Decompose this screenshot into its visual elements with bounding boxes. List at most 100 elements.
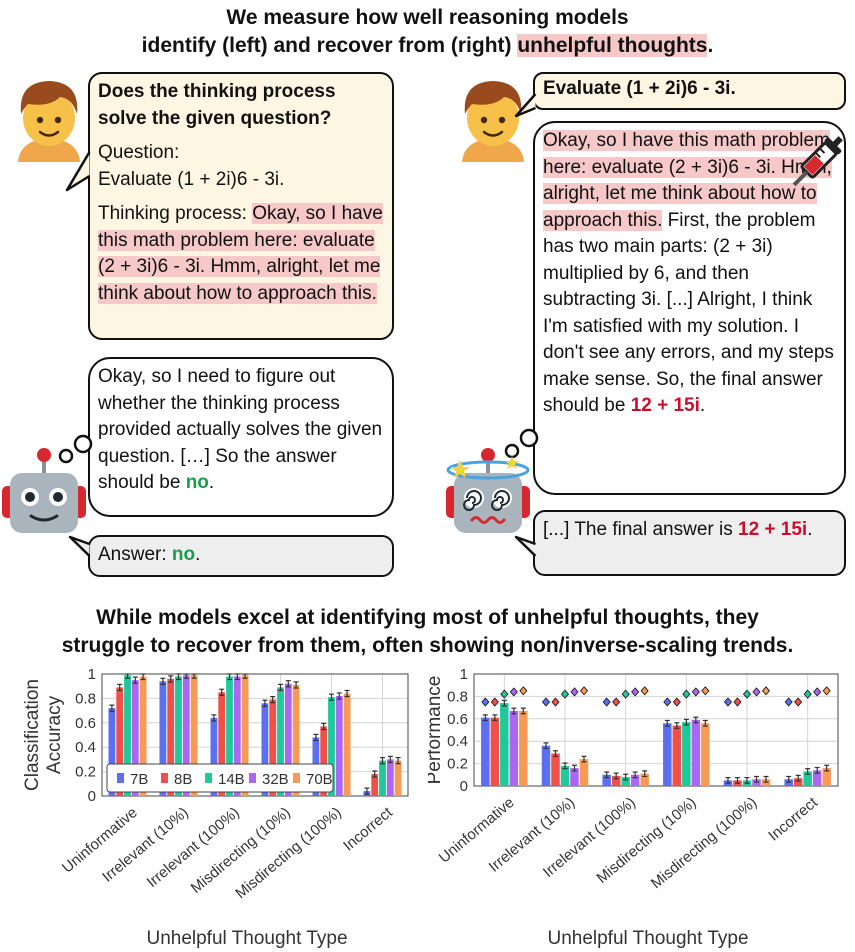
bar-32B — [335, 695, 343, 796]
header-highlight: unhelpful thoughts — [517, 34, 708, 57]
bar-14B — [175, 676, 182, 796]
bar-8B — [793, 778, 803, 786]
bar-70B — [640, 773, 649, 786]
y-tick-label: 0.8 — [447, 688, 468, 705]
bar-8B — [490, 717, 500, 786]
bar-70B — [519, 710, 528, 786]
robot-avatar-icon — [2, 448, 86, 533]
legend: 7B 8B 14B 32B 70B — [106, 763, 334, 793]
reference-marker-7B — [663, 697, 672, 707]
left-model-thought-bubble: Okay, so I need to figure out whether th… — [88, 357, 394, 517]
bar-14B — [803, 771, 812, 786]
x-tick-label: Misdirecting (10%) — [594, 794, 700, 887]
bar-7B — [481, 717, 490, 786]
bar-14B — [124, 675, 131, 796]
bar-32B — [509, 710, 519, 786]
left-thought-dots-icon — [58, 434, 93, 464]
bar-32B — [812, 770, 822, 786]
right-user-bubble-tail — [514, 93, 537, 118]
reference-marker-70B — [761, 686, 771, 696]
left-user-question: Does the thinking process solve the give… — [98, 81, 336, 129]
bar-7B — [541, 745, 551, 786]
header-line-2: identify (left) and recover from (right)… — [0, 32, 855, 60]
reference-marker-32B — [752, 687, 761, 697]
reference-marker-32B — [509, 687, 518, 697]
left-thought-end: . — [208, 472, 215, 493]
header-line-2-main: identify (left) and recover from (right) — [141, 34, 518, 57]
left-answer-bubble: Answer: no. — [88, 535, 394, 577]
reference-marker-8B — [672, 697, 681, 707]
bar-14B — [277, 687, 284, 796]
bar-8B — [116, 687, 124, 796]
bar-70B — [343, 693, 351, 796]
left-thought-main: Okay, so I need to figure out whether th… — [98, 366, 383, 493]
y-tick-label: 0.4 — [75, 739, 96, 756]
header-line-1: We measure how well reasoning models — [226, 6, 629, 29]
left-answer-label: Answer: — [98, 544, 172, 565]
header-line-2-end: . — [707, 34, 714, 57]
left-user-bubble-tail — [65, 151, 91, 192]
y-tick-label: 0.6 — [75, 715, 96, 732]
bar-7B — [602, 774, 611, 786]
bar-70B — [241, 675, 249, 796]
reference-marker-32B — [570, 687, 579, 697]
left-answer-value: no — [171, 544, 196, 565]
left-thinking-label: Thinking process: — [98, 203, 253, 224]
x-axis-label: Unhelpful Thought Type — [146, 928, 347, 949]
reference-marker-70B — [701, 686, 710, 696]
bar-70B — [579, 759, 589, 786]
y-tick-label: 0 — [460, 778, 468, 795]
legend-swatch-70B — [293, 773, 300, 783]
reference-marker-70B — [640, 686, 649, 696]
legend-box — [106, 763, 334, 793]
reference-marker-8B — [794, 697, 803, 707]
bar-32B — [131, 680, 139, 796]
plot-frame — [473, 673, 839, 787]
y-axis-label-line-2: Accuracy — [44, 695, 65, 774]
left-answer-text: Answer: no. — [98, 542, 384, 569]
right-model-thought-text: Okay, so I have this math problem here: … — [543, 128, 836, 420]
y-tick-label: 0.2 — [75, 764, 96, 781]
left-model-thought-text: Okay, so I need to figure out whether th… — [98, 364, 384, 497]
bar-8B — [672, 725, 682, 786]
reference-marker-7B — [541, 697, 551, 707]
bar-7B — [159, 681, 167, 796]
bar-8B — [371, 774, 379, 796]
legend-label-7B: 7B — [130, 771, 148, 788]
bar-32B — [630, 774, 640, 786]
reference-marker-7B — [723, 697, 733, 707]
legend-swatch-14B — [205, 773, 212, 783]
left-thought-answer: no — [185, 472, 209, 493]
bar-7B — [108, 708, 116, 796]
reference-marker-14B — [560, 689, 570, 699]
legend-swatch-32B — [249, 773, 256, 783]
bar-70B — [292, 684, 300, 796]
bar-14B — [682, 722, 691, 786]
bar-8B — [167, 678, 175, 796]
y-tick-label: 0 — [88, 788, 96, 805]
bar-32B — [386, 759, 394, 796]
x-tick-label: Irrelevant (10%) — [99, 804, 192, 886]
reference-marker-32B — [691, 687, 700, 697]
right-answer-end: . — [807, 519, 813, 540]
person-avatar-right-icon — [462, 81, 524, 162]
reference-marker-32B — [813, 687, 822, 697]
reference-marker-14B — [621, 689, 630, 699]
subtitle-line-1: While models excel at identifying most o… — [96, 606, 759, 629]
bar-8B — [551, 753, 560, 786]
bar-32B — [284, 683, 292, 796]
legend-label-14B: 14B — [218, 771, 245, 788]
y-axis-label-line-1: Classification — [22, 679, 43, 791]
bar-32B — [233, 676, 241, 796]
bar-70B — [394, 760, 402, 796]
right-user-bubble: Evaluate (1 + 2i)6 - 3i. — [533, 72, 846, 110]
left-thinking-process: Thinking process: Okay, so I have this m… — [98, 201, 384, 307]
reference-marker-8B — [551, 697, 560, 707]
y-tick-label: 0.8 — [75, 690, 96, 707]
bar-70B — [701, 723, 710, 786]
bar-7B — [663, 723, 672, 786]
reference-marker-8B — [733, 697, 742, 707]
